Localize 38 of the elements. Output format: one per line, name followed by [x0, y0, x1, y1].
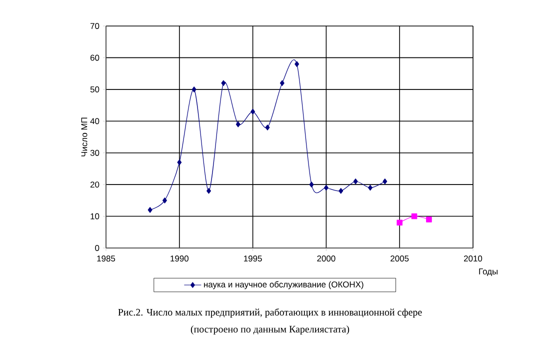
text: (построено по данным Карелиястата) — [190, 325, 350, 335]
x-tick-label: 2000 — [317, 256, 336, 262]
x-tick-label: 1985 — [97, 256, 116, 262]
point — [148, 207, 152, 213]
x-tick-label: 2010 — [464, 256, 482, 262]
y-axis-title: Число МП — [81, 118, 88, 156]
y-tick-label: 50 — [90, 86, 100, 92]
point — [162, 198, 167, 204]
point — [192, 86, 196, 92]
point — [177, 159, 182, 166]
x-axis-title: Годы — [479, 268, 498, 276]
legend-label: наука и научное обслуживание (ОКОНХ) — [204, 281, 364, 290]
point — [324, 184, 328, 191]
point — [396, 220, 402, 226]
y-tick-label: 20 — [90, 182, 100, 188]
text: Рис.2. Число малых предприятий, работающих в инновационной сфере — [118, 308, 422, 318]
x-tick-label: 1990 — [170, 256, 188, 262]
point — [353, 178, 358, 184]
point — [294, 61, 300, 67]
point — [280, 80, 284, 86]
point — [382, 178, 388, 184]
y-tick-label: 60 — [90, 54, 100, 61]
point — [426, 216, 432, 222]
point — [221, 80, 226, 86]
y-tick-label: 30 — [90, 150, 100, 156]
point — [250, 108, 256, 115]
y-tick-label: 0 — [95, 245, 100, 251]
point — [411, 213, 418, 220]
point — [236, 121, 240, 128]
point — [206, 188, 212, 194]
y-tick-label: 40 — [90, 118, 100, 124]
x-tick-label: 2005 — [390, 256, 409, 262]
point — [338, 188, 344, 194]
point — [265, 124, 270, 130]
y-tick-label: 10 — [90, 213, 100, 220]
point — [309, 182, 314, 188]
x-tick-label: 1995 — [244, 256, 262, 262]
y-tick-label: 70 — [90, 23, 100, 29]
